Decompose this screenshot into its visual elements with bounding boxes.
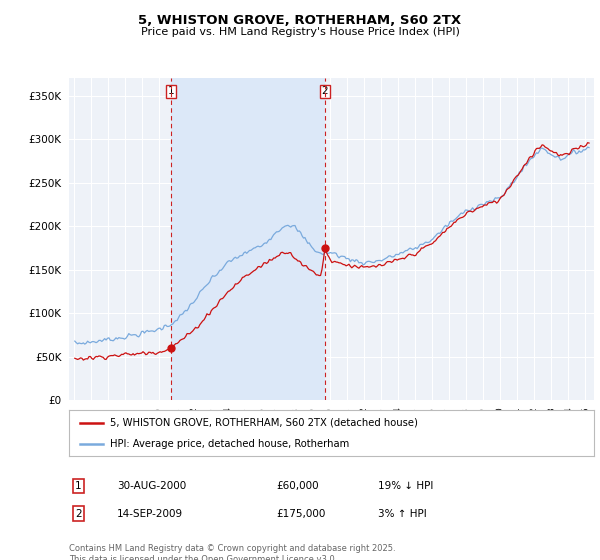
Text: £175,000: £175,000	[276, 508, 325, 519]
Text: 2: 2	[322, 86, 328, 96]
Text: 5, WHISTON GROVE, ROTHERHAM, S60 2TX: 5, WHISTON GROVE, ROTHERHAM, S60 2TX	[139, 14, 461, 27]
Text: 3% ↑ HPI: 3% ↑ HPI	[378, 508, 427, 519]
Bar	[171, 78, 325, 400]
Text: 1: 1	[75, 481, 82, 491]
Text: 2: 2	[75, 508, 82, 519]
Text: Price paid vs. HM Land Registry's House Price Index (HPI): Price paid vs. HM Land Registry's House …	[140, 27, 460, 37]
Text: 30-AUG-2000: 30-AUG-2000	[117, 481, 186, 491]
Text: 1: 1	[167, 86, 174, 96]
Text: 14-SEP-2009: 14-SEP-2009	[117, 508, 183, 519]
Text: 19% ↓ HPI: 19% ↓ HPI	[378, 481, 433, 491]
Text: £60,000: £60,000	[276, 481, 319, 491]
Text: HPI: Average price, detached house, Rotherham: HPI: Average price, detached house, Roth…	[110, 439, 349, 449]
Text: Contains HM Land Registry data © Crown copyright and database right 2025.
This d: Contains HM Land Registry data © Crown c…	[69, 544, 395, 560]
Text: 5, WHISTON GROVE, ROTHERHAM, S60 2TX (detached house): 5, WHISTON GROVE, ROTHERHAM, S60 2TX (de…	[110, 418, 418, 428]
